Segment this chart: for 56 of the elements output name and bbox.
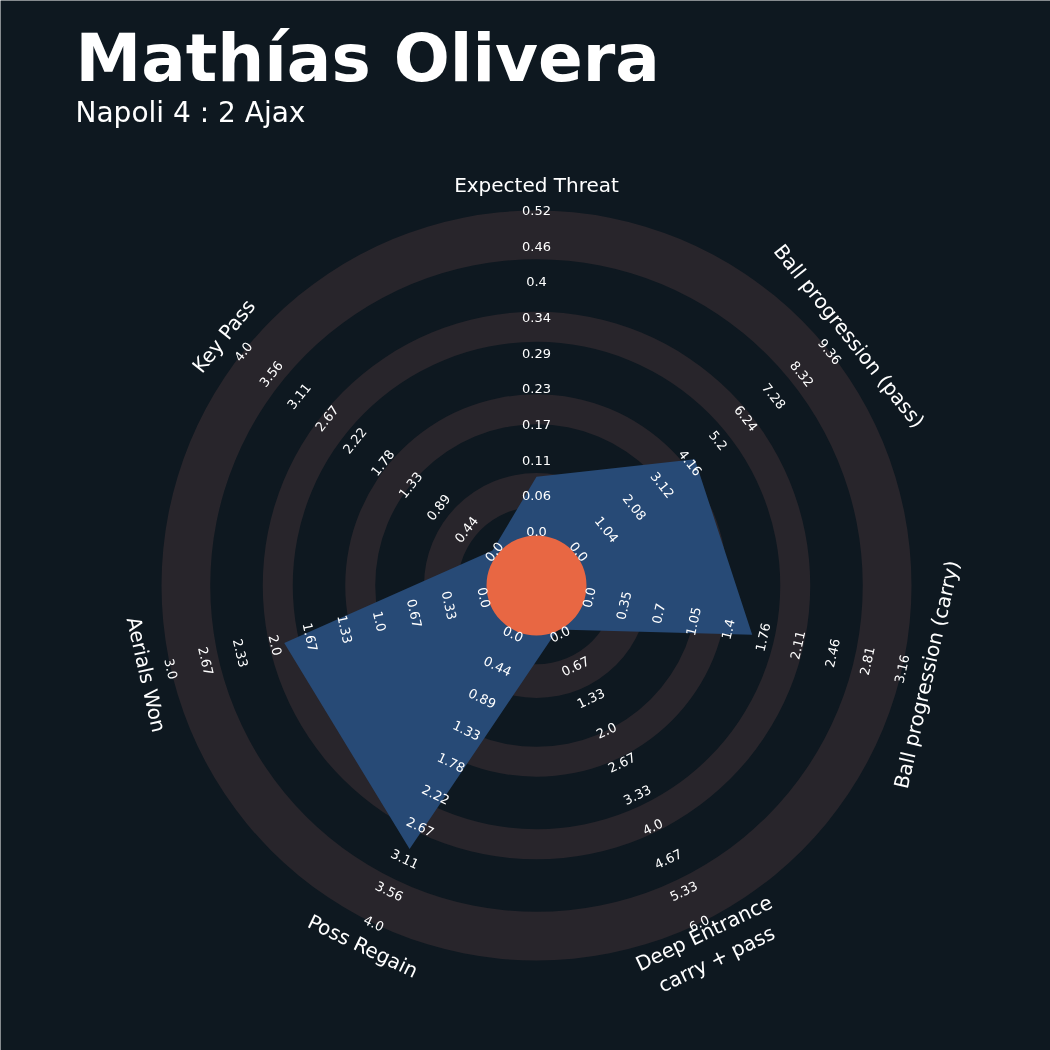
text: 1.78	[434, 749, 468, 776]
text: 0.0	[526, 524, 547, 539]
text: 0.06	[522, 488, 551, 504]
chart-title: Mathías Olivera	[75, 20, 660, 97]
text: 3.0	[161, 657, 181, 681]
text: 4.0	[361, 912, 387, 935]
text: 1.67	[299, 621, 321, 653]
text: 1.4	[718, 617, 738, 642]
text: 0.67	[403, 597, 425, 630]
text: 0.0	[579, 585, 599, 610]
text: 2.81	[856, 645, 878, 677]
text: 0.4	[526, 274, 547, 290]
text: 4.0	[640, 815, 666, 839]
text: 2.11	[787, 629, 809, 661]
text: 0.33	[438, 589, 460, 622]
text: 0.0	[547, 622, 573, 646]
text: 0.0	[474, 585, 494, 610]
text: 0.34	[522, 310, 551, 325]
text: 2.46	[822, 637, 844, 669]
text: 0.52	[522, 203, 551, 218]
text: 5.33	[667, 878, 701, 905]
text: 1.05	[682, 605, 704, 638]
text: 2.0	[265, 633, 285, 657]
text: 3.56	[372, 878, 406, 905]
text: 3.33	[621, 781, 654, 808]
text: 0.7	[649, 601, 669, 626]
text: 2.22	[419, 781, 452, 808]
text: 0.89	[465, 685, 499, 712]
text: 1.33	[334, 613, 356, 646]
text: 1.76	[752, 621, 774, 653]
text: 2.0	[593, 719, 619, 742]
text: 2.67	[605, 749, 639, 776]
text: 2.33	[229, 637, 251, 669]
text: 0.23	[522, 381, 551, 397]
text: 1.33	[450, 717, 483, 744]
text: 4.67	[651, 846, 685, 873]
text: 5.2	[705, 427, 731, 454]
chart-subtitle: Napoli 4 : 2 Ajax	[75, 96, 306, 129]
spoke-label: Expected Threat	[454, 173, 620, 198]
text: 3.16	[891, 653, 913, 685]
text: 0.0	[481, 539, 507, 565]
text: 2.67	[195, 645, 217, 677]
text: 0.46	[522, 238, 551, 254]
text: 0.35	[613, 589, 635, 622]
text: 2.67	[403, 813, 437, 840]
text: 0.11	[522, 452, 551, 468]
text: 0.0	[566, 539, 592, 565]
text: 0.67	[559, 653, 592, 680]
text: 0.0	[500, 622, 526, 646]
text: 3.11	[388, 846, 422, 873]
text: 4.0	[231, 338, 256, 365]
text: 1.33	[574, 685, 608, 712]
text: 0.29	[522, 345, 551, 361]
text: 1.0	[369, 609, 390, 634]
text: 0.44	[481, 653, 514, 680]
text: 0.17	[522, 417, 551, 432]
